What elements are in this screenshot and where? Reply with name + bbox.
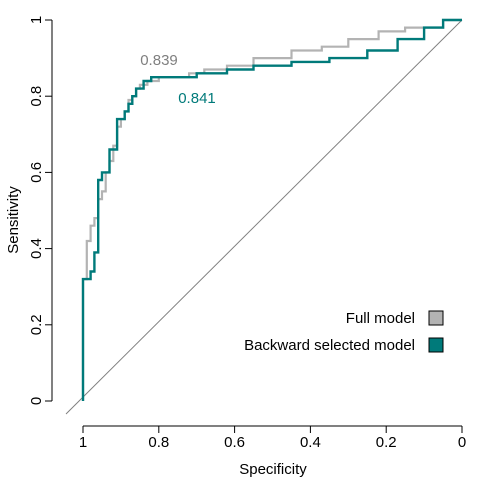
- x-axis-label: Specificity: [239, 461, 307, 478]
- legend-label-full-model: Full model: [346, 310, 415, 327]
- y-tick-label-1: 0.2: [28, 314, 45, 335]
- y-tick-label-0: 0: [28, 397, 45, 405]
- legend-swatch-full-model: [428, 310, 444, 326]
- auc-labels-layer: 0.839 0.841: [140, 52, 216, 107]
- auc-label-backward-selected-model: 0.841: [178, 90, 216, 107]
- legend: Full model Backward selected model: [244, 310, 444, 354]
- reference-diagonal-layer: [65, 19, 463, 415]
- x-tick-label-1: 0.8: [148, 434, 169, 451]
- x-tick-label-4: 0.2: [376, 434, 397, 451]
- x-tick-label-3: 0.4: [300, 434, 321, 451]
- y-tick-label-4: 0.8: [28, 86, 45, 107]
- axes-layer: 1 0.8 0.6 0.4 0.2 0 0 0.2 0.4 0.6 0.8 1: [28, 16, 466, 451]
- y-tick-label-3: 0.6: [28, 162, 45, 183]
- legend-label-backward-selected-model: Backward selected model: [244, 337, 415, 354]
- auc-label-full-model: 0.839: [140, 52, 178, 69]
- series-layer: [81, 18, 462, 401]
- y-axis-label: Sensitivity: [5, 186, 22, 254]
- y-tick-label-2: 0.4: [28, 238, 45, 259]
- reference-diagonal-line: [65, 19, 463, 415]
- legend-swatch-backward-selected-model: [428, 337, 444, 353]
- x-tick-label-5: 0: [458, 434, 466, 451]
- x-tick-label-0: 1: [79, 434, 87, 451]
- roc-curve-backward-selected-model: [81, 18, 462, 401]
- y-tick-label-5: 1: [28, 16, 45, 24]
- x-tick-label-2: 0.6: [224, 434, 245, 451]
